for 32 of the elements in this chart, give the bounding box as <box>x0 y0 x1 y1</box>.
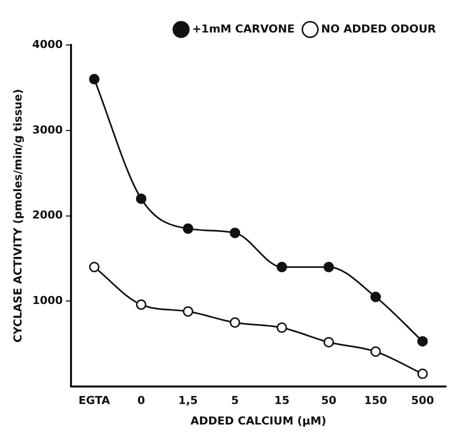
y-tick-label: 2000 <box>32 208 64 222</box>
point <box>324 336 334 348</box>
point <box>230 317 240 328</box>
x-tick-label: EGTA <box>78 394 111 408</box>
x-tick-label: 0 <box>137 394 146 408</box>
y-tick-label: 1000 <box>32 294 64 308</box>
point <box>417 368 428 380</box>
point <box>370 346 381 357</box>
x-tick-label: 50 <box>321 394 337 408</box>
y-tick-label: 4000 <box>32 38 64 51</box>
point <box>276 262 288 272</box>
point <box>417 336 428 347</box>
point <box>230 228 240 238</box>
y-tick-label: 3000 <box>32 123 64 136</box>
legend-label: +1mM CARVONE <box>192 22 295 36</box>
legend-label: NO ADDED ODOUR <box>321 22 437 36</box>
point <box>324 262 334 272</box>
point <box>136 193 146 204</box>
point <box>276 322 288 333</box>
x-tick-label: 15 <box>274 394 290 408</box>
x-tick-label: 500 <box>411 394 434 408</box>
x-tick-label: 150 <box>364 394 388 408</box>
point <box>182 306 194 317</box>
x-tick-label: 5 <box>231 394 239 408</box>
point <box>89 74 100 84</box>
point <box>89 262 100 272</box>
y-axis-title: CYCLASE ACTIVITY (pmoles/min/g tissue) <box>11 89 24 343</box>
point <box>182 223 194 234</box>
point <box>370 292 381 302</box>
x-tick-label: 1,5 <box>178 394 198 408</box>
point <box>136 299 146 310</box>
x-axis-title: ADDED CALCIUM (µM) <box>190 414 326 428</box>
